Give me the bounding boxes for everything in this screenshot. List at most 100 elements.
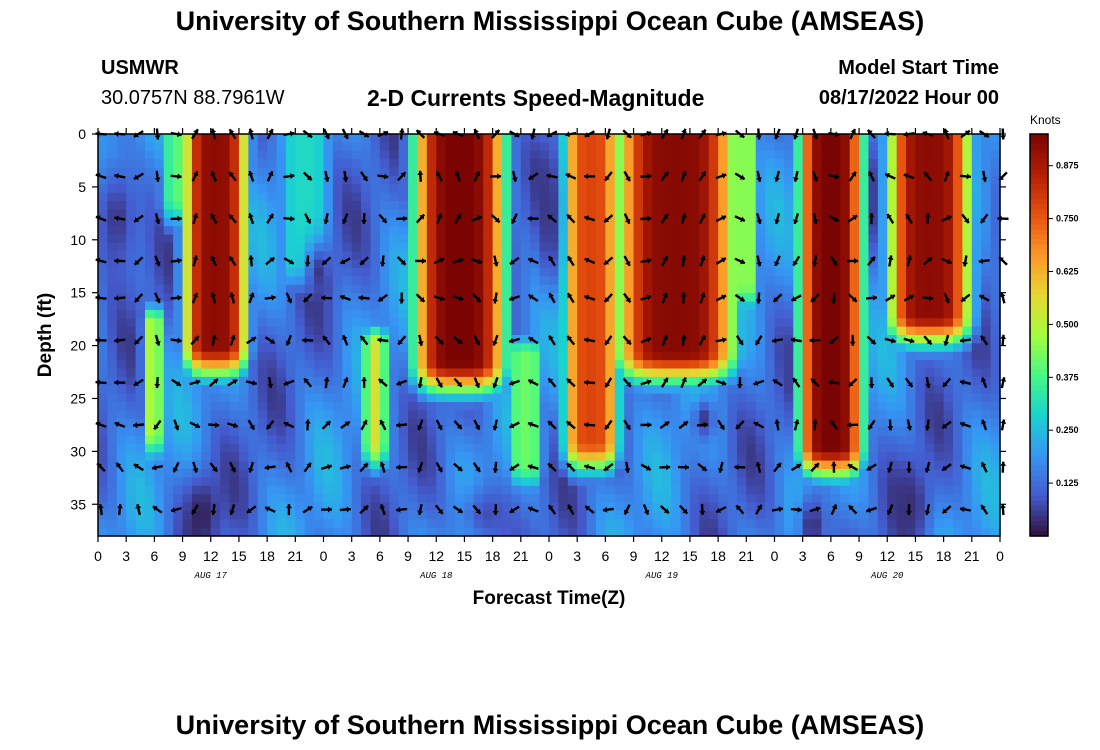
heatmap-cell	[539, 335, 550, 344]
heatmap-cell	[201, 494, 212, 504]
heatmap-cell	[408, 385, 419, 395]
heatmap-cell	[210, 184, 221, 194]
heatmap-cell	[887, 435, 898, 445]
heatmap-cell	[708, 150, 719, 160]
chart-title: University of Southern Mississippi Ocean…	[175, 6, 925, 36]
heatmap-cell	[567, 184, 578, 194]
heatmap-cell	[595, 293, 606, 303]
heatmap-cell	[821, 251, 832, 261]
heatmap-cell	[379, 351, 390, 361]
heatmap-cell	[408, 519, 419, 529]
heatmap-cell	[906, 259, 917, 269]
heatmap-cell	[934, 284, 945, 294]
heatmap-cell	[971, 335, 982, 344]
heatmap-cell	[464, 343, 475, 353]
heatmap-cell	[840, 427, 851, 437]
heatmap-cell	[924, 201, 935, 210]
heatmap-cell	[257, 393, 268, 403]
heatmap-cell	[821, 385, 832, 395]
heatmap-cell	[755, 184, 766, 194]
heatmap-cell	[276, 301, 287, 311]
heatmap-cell	[971, 318, 982, 328]
heatmap-cell	[849, 201, 860, 210]
heatmap-cell	[877, 502, 888, 512]
heatmap-cell	[652, 376, 663, 386]
heatmap-cell	[614, 452, 625, 462]
heatmap-cell	[455, 150, 466, 160]
heatmap-cell	[990, 309, 1001, 319]
heatmap-cell	[736, 217, 747, 227]
heatmap-cell	[332, 527, 343, 537]
heatmap-cell	[257, 527, 268, 537]
heatmap-cell	[314, 360, 325, 370]
heatmap-cell	[379, 209, 390, 219]
heatmap-cell	[98, 443, 108, 453]
heatmap-cell	[934, 150, 945, 160]
heatmap-cell	[680, 217, 691, 227]
heatmap-cell	[793, 234, 804, 244]
heatmap-cell	[163, 418, 174, 428]
heatmap-cell	[201, 360, 212, 370]
heatmap-cell	[539, 184, 550, 194]
heatmap-cell	[689, 393, 700, 403]
heatmap-cell	[586, 402, 597, 411]
heatmap-cell	[370, 259, 381, 269]
heatmap-cell	[361, 510, 372, 520]
heatmap-cell	[464, 293, 475, 303]
heatmap-cell	[351, 427, 362, 437]
heatmap-cell	[530, 469, 541, 478]
heatmap-cell	[736, 150, 747, 160]
heatmap-cell	[502, 234, 513, 244]
heatmap-cell	[558, 502, 569, 512]
heatmap-cell	[445, 184, 456, 194]
heatmap-cell	[887, 527, 898, 537]
heatmap-cell	[98, 159, 108, 169]
heatmap-cell	[642, 217, 653, 227]
heatmap-cell	[238, 309, 249, 319]
heatmap-cell	[520, 477, 531, 487]
heatmap-cell	[981, 276, 992, 286]
heatmap-cell	[633, 485, 644, 495]
heatmap-cell	[267, 510, 278, 520]
heatmap-cell	[549, 167, 559, 177]
heatmap-cell	[182, 301, 193, 311]
heatmap-cell	[699, 301, 710, 311]
heatmap-cell	[154, 318, 165, 328]
heatmap-cell	[953, 376, 964, 386]
heatmap-cell	[342, 393, 353, 403]
heatmap-cell	[934, 502, 945, 512]
heatmap-cell	[812, 159, 823, 169]
heatmap-cell	[877, 452, 888, 462]
heatmap-cell	[126, 510, 137, 520]
heatmap-cell	[323, 259, 334, 269]
heatmap-cell	[182, 510, 193, 520]
heatmap-cell	[295, 159, 306, 169]
heatmap-cell	[868, 360, 879, 370]
heatmap-cell	[830, 175, 841, 185]
heatmap-cell	[135, 326, 146, 336]
heatmap-cell	[332, 326, 343, 336]
heatmap-cell	[849, 184, 860, 194]
heatmap-cell	[229, 226, 240, 236]
current-arrow	[285, 292, 293, 304]
heatmap-cell	[483, 209, 494, 219]
heatmap-cell	[661, 502, 672, 512]
heatmap-cell	[220, 184, 231, 194]
heatmap-cell	[285, 209, 296, 219]
heatmap-cell	[812, 410, 823, 420]
heatmap-cell	[238, 259, 249, 269]
current-arrow	[209, 462, 219, 473]
heatmap-cell	[436, 284, 447, 294]
heatmap-cell	[661, 318, 672, 328]
heatmap-cell	[840, 519, 851, 529]
heatmap-cell	[304, 184, 315, 194]
heatmap-cell	[408, 301, 419, 311]
heatmap-cell	[887, 418, 898, 428]
heatmap-cell	[708, 519, 719, 529]
heatmap-cell	[379, 284, 390, 294]
heatmap-cell	[492, 427, 503, 437]
heatmap-cell	[924, 443, 935, 453]
heatmap-cell	[473, 351, 484, 361]
heatmap-cell	[173, 376, 184, 386]
heatmap-cell	[473, 201, 484, 210]
